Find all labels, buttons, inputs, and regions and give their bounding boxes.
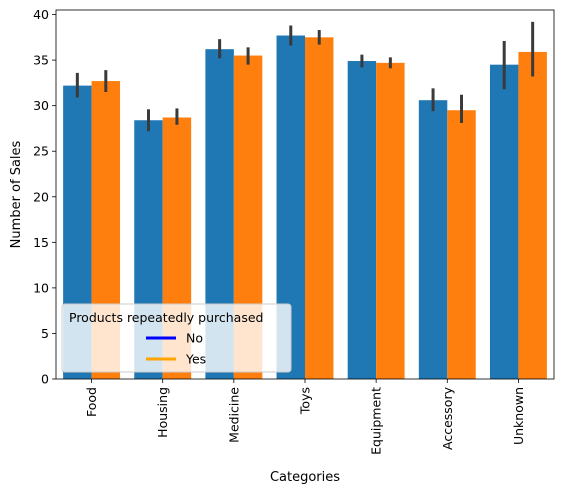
y-tick-label: 30: [33, 98, 49, 113]
bar-accessory-no: [418, 100, 448, 379]
legend: Products repeatedly purchased No Yes: [61, 303, 292, 373]
x-tick-label: Equipment: [369, 387, 384, 455]
y-tick-label: 5: [41, 326, 49, 341]
y-tick-label: 25: [33, 144, 49, 159]
y-tick-label: 10: [33, 280, 49, 295]
x-tick-label: Housing: [155, 387, 170, 438]
x-tick-label: Food: [84, 387, 99, 417]
bar-unknown-no: [489, 64, 519, 380]
y-axis-ticks: 0 5 10 15 20 25 30 35 40: [33, 7, 56, 387]
bar-equipment-no: [347, 61, 377, 380]
error-bars-layer: [75, 21, 535, 132]
legend-label-no: No: [186, 331, 203, 346]
x-tick-label: Medicine: [226, 387, 241, 443]
bar-accessory-yes: [447, 110, 476, 379]
y-tick-label: 0: [41, 372, 49, 387]
x-tick-label: Unknown: [511, 387, 526, 445]
y-tick-label: 15: [33, 235, 49, 250]
legend-label-yes: Yes: [185, 352, 206, 367]
y-tick-label: 20: [33, 189, 49, 204]
bar-toys-yes: [305, 37, 334, 379]
legend-box: [61, 303, 292, 373]
legend-entries: No Yes: [146, 331, 206, 367]
x-axis-ticks: Food Housing Medicine Toys Equipment Accessor…: [84, 379, 526, 455]
bar-unknown-yes: [518, 51, 547, 380]
x-tick-label: Toys: [298, 387, 313, 415]
y-tick-label: 40: [33, 7, 49, 22]
y-tick-label: 35: [33, 53, 49, 68]
bar-equipment-yes: [376, 62, 405, 379]
x-axis-label: Categories: [270, 470, 340, 485]
y-axis-label: Number of Sales: [9, 140, 24, 248]
legend-title: Products repeatedly purchased: [69, 310, 263, 325]
x-tick-label: Accessory: [440, 386, 455, 450]
